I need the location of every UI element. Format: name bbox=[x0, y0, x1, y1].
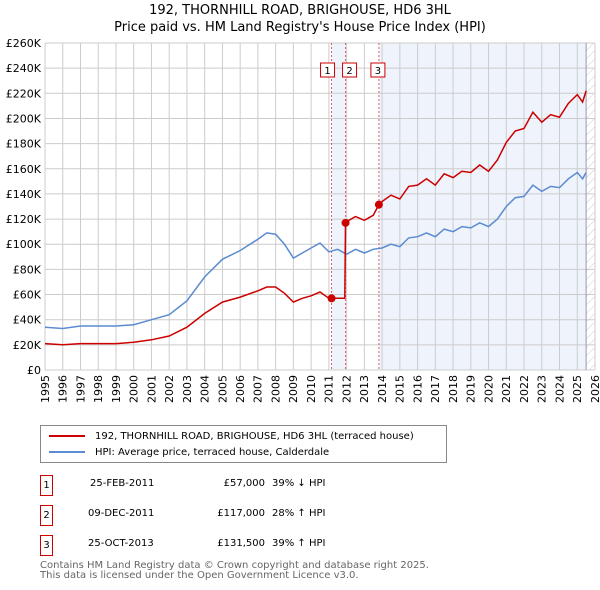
legend-swatch-hpi bbox=[49, 451, 85, 453]
series-line bbox=[44, 90, 587, 346]
footer-copyright: Contains HM Land Registry data © Crown c… bbox=[40, 560, 429, 571]
y-tick-label: £80K bbox=[13, 263, 42, 276]
x-tick-label: 2019 bbox=[465, 375, 478, 403]
x-tick-label: 2002 bbox=[163, 375, 176, 403]
x-tick-label: 2011 bbox=[323, 375, 336, 403]
sale-price: £131,500 bbox=[217, 538, 265, 549]
sale-point bbox=[374, 200, 383, 209]
y-tick-label: £200K bbox=[6, 112, 42, 125]
y-tick-label: £160K bbox=[6, 163, 42, 176]
sale-point bbox=[327, 294, 336, 303]
x-tick-label: 2010 bbox=[305, 375, 318, 403]
sale-label: 2 bbox=[346, 66, 352, 77]
sale-label-box bbox=[370, 62, 386, 78]
sale-date: 25-OCT-2013 bbox=[88, 538, 154, 549]
sale-number: 2 bbox=[40, 505, 53, 526]
sale-hpi: 28% ↑ HPI bbox=[272, 508, 326, 519]
sale-hpi: 39% ↑ HPI bbox=[272, 538, 326, 549]
footer-licence: This data is licensed under the Open Gov… bbox=[40, 570, 359, 581]
sale-number: 3 bbox=[40, 535, 53, 556]
y-tick-label: £20K bbox=[13, 339, 42, 352]
x-tick-label: 2003 bbox=[181, 375, 194, 403]
x-tick-label: 2025 bbox=[571, 375, 584, 403]
sale-price: £117,000 bbox=[217, 508, 265, 519]
plot-area: 1995 1996 1997 1998 1999 2000 2001 2002 2003 2004… bbox=[6, 37, 600, 403]
x-tick-label: 1995 bbox=[39, 375, 52, 403]
x-tick-label: 2017 bbox=[429, 375, 442, 403]
sale-label-box bbox=[342, 62, 358, 78]
x-tick-label: 2009 bbox=[287, 375, 300, 403]
sale-date: 25-FEB-2011 bbox=[90, 478, 155, 489]
x-tick-label: 2005 bbox=[216, 375, 229, 403]
y-tick-label: £220K bbox=[6, 87, 42, 100]
x-tick-label: 2013 bbox=[358, 375, 371, 403]
sale-label: 3 bbox=[375, 66, 381, 77]
sale-number: 1 bbox=[40, 475, 53, 496]
legend-label-price: 192, THORNHILL ROAD, BRIGHOUSE, HD6 3HL … bbox=[95, 430, 414, 442]
sale-price: £57,000 bbox=[223, 478, 265, 489]
x-tick-label: 1997 bbox=[74, 375, 87, 403]
x-tick-label: 2018 bbox=[447, 375, 460, 403]
y-tick-label: £60K bbox=[13, 289, 42, 302]
y-tick-label: £40K bbox=[13, 314, 42, 327]
sale-point bbox=[341, 218, 350, 227]
y-tick-label: £120K bbox=[6, 213, 42, 226]
y-tick-label: £0 bbox=[27, 364, 41, 377]
chart-subtitle: Price paid vs. HM Land Registry's House … bbox=[114, 20, 486, 35]
sale-row: 3 25-OCT-2013 £131,500 39% ↑ HPI bbox=[40, 535, 460, 556]
x-tick-label: 2008 bbox=[269, 375, 282, 403]
y-tick-label: £240K bbox=[6, 62, 42, 75]
footer: Contains HM Land Registry data © Crown c… bbox=[40, 561, 429, 581]
x-tick-label: 2022 bbox=[518, 375, 531, 403]
x-tick-label: 2026 bbox=[589, 375, 600, 403]
x-tick-label: 1998 bbox=[92, 375, 105, 403]
x-tick-label: 2007 bbox=[252, 375, 265, 403]
x-tick-label: 2006 bbox=[234, 375, 247, 403]
sale-hpi: 39% ↓ HPI bbox=[272, 478, 326, 489]
x-tick-label: 2021 bbox=[500, 375, 513, 403]
y-tick-label: £260K bbox=[6, 37, 42, 50]
y-tick-label: £100K bbox=[6, 238, 42, 251]
x-tick-label: 2004 bbox=[199, 375, 212, 403]
x-tick-label: 2020 bbox=[482, 375, 495, 403]
chart-title: 192, THORNHILL ROAD, BRIGHOUSE, HD6 3HL bbox=[149, 3, 451, 18]
x-tick-label: 2014 bbox=[376, 375, 389, 403]
series-line bbox=[44, 171, 587, 330]
sale-label-box bbox=[320, 62, 336, 78]
x-tick-label: 1996 bbox=[57, 375, 70, 403]
sale-date: 09-DEC-2011 bbox=[88, 508, 155, 519]
sale-row: 1 25-FEB-2011 £57,000 39% ↓ HPI bbox=[40, 475, 460, 496]
x-tick-label: 1999 bbox=[110, 375, 123, 403]
shaded-region bbox=[378, 43, 587, 370]
legend-swatch-price bbox=[49, 435, 85, 437]
x-tick-label: 2012 bbox=[340, 375, 353, 403]
x-tick-label: 2023 bbox=[536, 375, 549, 403]
x-tick-label: 2024 bbox=[553, 375, 566, 403]
y-tick-label: £180K bbox=[6, 138, 42, 151]
sale-label: 1 bbox=[324, 66, 330, 77]
x-tick-label: 2000 bbox=[128, 375, 141, 403]
x-tick-label: 2001 bbox=[145, 375, 158, 403]
y-tick-label: £140K bbox=[6, 188, 42, 201]
shaded-region bbox=[331, 43, 346, 370]
forecast-hatch bbox=[586, 43, 595, 370]
legend: 192, THORNHILL ROAD, BRIGHOUSE, HD6 3HL … bbox=[40, 425, 447, 463]
x-tick-label: 2015 bbox=[394, 375, 407, 403]
x-tick-label: 2016 bbox=[411, 375, 424, 403]
legend-label-hpi: HPI: Average price, terraced house, Cald… bbox=[95, 446, 330, 458]
sale-row: 2 09-DEC-2011 £117,000 28% ↑ HPI bbox=[40, 505, 460, 526]
